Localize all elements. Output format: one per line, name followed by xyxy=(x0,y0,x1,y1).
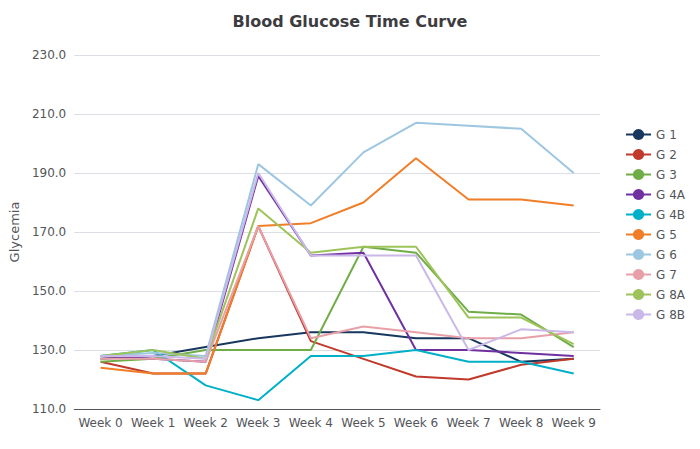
svg-text:110.0: 110.0 xyxy=(32,402,66,416)
svg-text:G 3: G 3 xyxy=(656,168,677,182)
svg-text:G 6: G 6 xyxy=(656,248,677,262)
svg-text:Week 4: Week 4 xyxy=(289,416,333,430)
svg-text:Week 0: Week 0 xyxy=(78,416,122,430)
svg-text:170.0: 170.0 xyxy=(32,225,66,239)
svg-text:Week 7: Week 7 xyxy=(446,416,490,430)
svg-text:130.0: 130.0 xyxy=(32,343,66,357)
svg-text:Blood Glucose Time Curve: Blood Glucose Time Curve xyxy=(233,12,468,31)
svg-text:230.0: 230.0 xyxy=(32,48,66,62)
svg-text:G 8A: G 8A xyxy=(656,288,686,302)
svg-text:190.0: 190.0 xyxy=(32,166,66,180)
svg-text:G 5: G 5 xyxy=(656,228,677,242)
svg-text:Week 5: Week 5 xyxy=(341,416,385,430)
svg-text:Week 8: Week 8 xyxy=(499,416,543,430)
svg-text:G 1: G 1 xyxy=(656,128,677,142)
svg-text:150.0: 150.0 xyxy=(32,284,66,298)
svg-text:Glycemia: Glycemia xyxy=(7,202,22,263)
svg-text:G 4B: G 4B xyxy=(656,208,685,222)
svg-text:G 7: G 7 xyxy=(656,268,677,282)
svg-text:G 8B: G 8B xyxy=(656,308,685,322)
svg-text:Week 9: Week 9 xyxy=(552,416,596,430)
svg-text:Week 3: Week 3 xyxy=(236,416,280,430)
svg-text:210.0: 210.0 xyxy=(32,107,66,121)
svg-text:Week 1: Week 1 xyxy=(131,416,175,430)
svg-text:G 4A: G 4A xyxy=(656,188,686,202)
svg-text:Week 2: Week 2 xyxy=(184,416,228,430)
svg-text:Week 6: Week 6 xyxy=(394,416,438,430)
svg-text:G 2: G 2 xyxy=(656,148,677,162)
